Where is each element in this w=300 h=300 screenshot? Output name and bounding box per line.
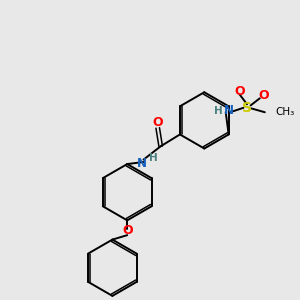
Text: O: O	[258, 89, 268, 102]
Text: O: O	[152, 116, 163, 129]
Text: H: H	[148, 153, 157, 163]
Text: O: O	[122, 224, 133, 237]
Text: S: S	[242, 101, 252, 115]
Text: H: H	[214, 106, 223, 116]
Text: N: N	[224, 104, 234, 117]
Text: O: O	[234, 85, 245, 98]
Text: CH₃: CH₃	[275, 107, 294, 117]
Text: N: N	[137, 157, 147, 170]
